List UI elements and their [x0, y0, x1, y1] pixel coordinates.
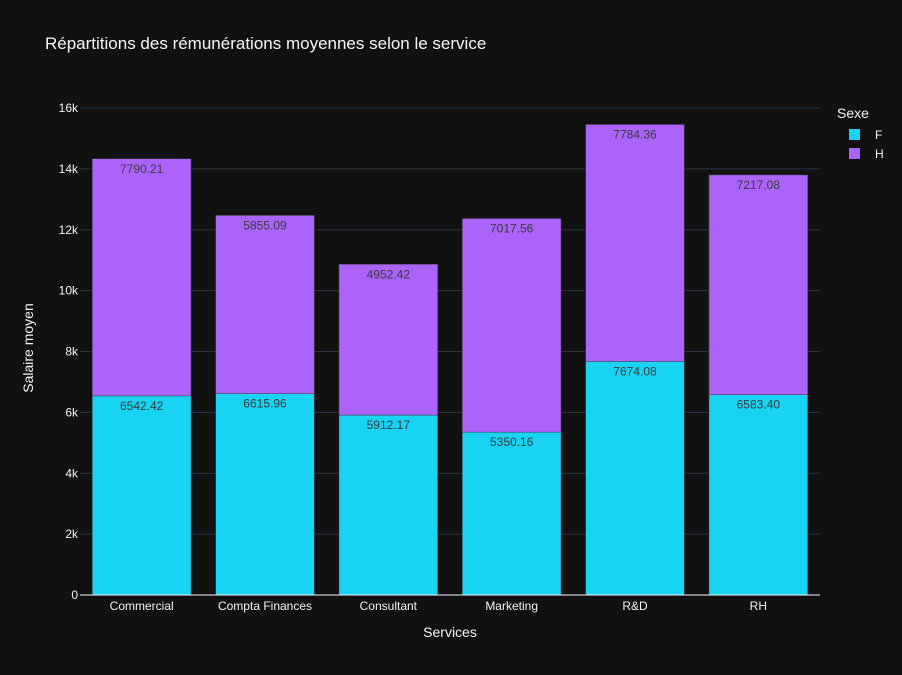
bar-f — [338, 414, 438, 596]
data-label-h: 5855.09 — [243, 218, 287, 232]
x-tick-label: RH — [750, 599, 767, 613]
bar-h — [585, 124, 685, 362]
chart-title: Répartitions des rémunérations moyennes … — [45, 34, 487, 53]
x-tick-label: Marketing — [485, 599, 538, 613]
legend-item-f[interactable]: F — [849, 125, 884, 144]
y-tick-label: 4k — [65, 466, 79, 480]
legend-swatch-f — [849, 129, 860, 140]
legend-label-h: H — [875, 146, 884, 161]
legend-label-f: F — [875, 127, 883, 142]
data-label-h: 7790.21 — [120, 162, 164, 176]
legend-swatch-h — [849, 148, 860, 159]
legend-item-h[interactable]: H — [849, 144, 884, 163]
legend-title: Sexe — [837, 105, 869, 121]
bar-h — [462, 218, 562, 433]
x-tick-label: R&D — [622, 599, 648, 613]
data-label-f: 7674.08 — [613, 364, 657, 378]
x-axis-label: Services — [423, 624, 477, 640]
y-tick-label: 0 — [71, 588, 78, 602]
y-tick-label: 12k — [59, 223, 79, 237]
data-label-h: 7017.56 — [490, 222, 534, 236]
y-tick-label: 8k — [65, 345, 79, 359]
data-label-f: 5350.16 — [490, 435, 534, 449]
y-tick-label: 2k — [65, 527, 79, 541]
x-tick-label: Consultant — [360, 599, 418, 613]
bar-f — [585, 361, 685, 596]
data-label-h: 4952.42 — [367, 267, 411, 281]
x-tick-label: Compta Finances — [218, 599, 312, 613]
x-tick-label: Commercial — [110, 599, 174, 613]
data-label-h: 7217.08 — [737, 178, 781, 192]
bar-h — [215, 215, 315, 394]
bar-f — [708, 394, 808, 596]
bar-h — [708, 174, 808, 395]
y-tick-label: 6k — [65, 405, 79, 419]
y-tick-label: 10k — [59, 284, 79, 298]
data-label-f: 6615.96 — [243, 397, 287, 411]
data-label-f: 6542.42 — [120, 399, 164, 413]
data-label-f: 5912.17 — [367, 418, 411, 432]
data-label-h: 7784.36 — [613, 127, 657, 141]
bar-f — [462, 431, 562, 596]
y-tick-label: 16k — [59, 101, 79, 115]
bar-h — [338, 264, 438, 416]
data-label-f: 6583.40 — [737, 398, 781, 412]
bar-f — [92, 395, 192, 596]
bar-h — [92, 158, 192, 397]
bar-f — [215, 393, 315, 596]
y-tick-label: 14k — [59, 162, 79, 176]
legend: Sexe F H — [837, 105, 884, 163]
